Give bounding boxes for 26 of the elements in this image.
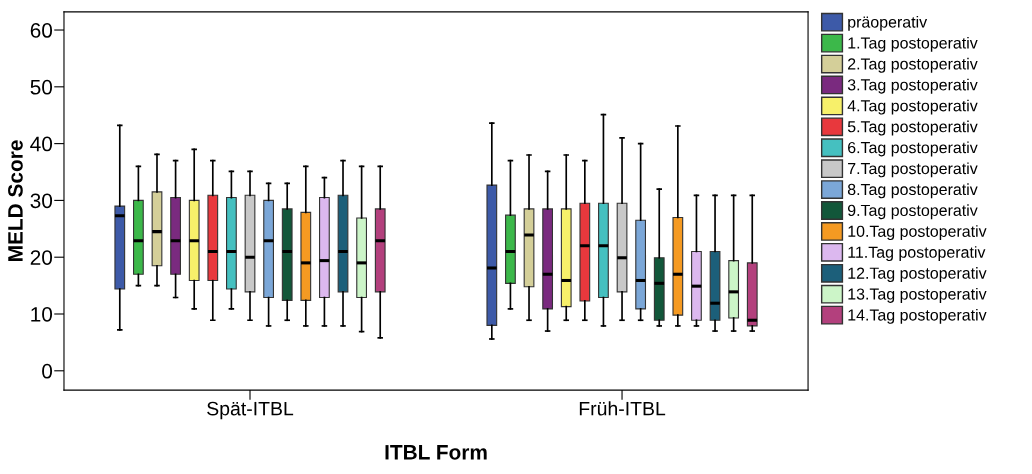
y-tick-label: 30	[30, 193, 53, 209]
legend-label: 6.Tag postoperativ	[848, 141, 978, 157]
legend-label: 8.Tag postoperativ	[847, 183, 978, 199]
y-tick-label: 50	[30, 79, 53, 95]
x-tick-label: Früh-ITBL	[579, 401, 666, 416]
legend-label: 4.Tag postoperativ	[847, 99, 978, 115]
legend-label: 2.Tag postoperativ	[848, 57, 978, 73]
legend-label: 10.Tag postoperativ	[848, 225, 987, 241]
legend-label: präoperativ	[848, 15, 928, 31]
legend-label: 12.Tag postoperativ	[848, 267, 987, 282]
y-tick-label: 20	[30, 250, 53, 265]
x-axis-title: ITBL Form	[385, 445, 487, 460]
legend-label: 13.Tag postoperativ	[848, 287, 987, 303]
legend-label: 3.Tag postoperativ	[847, 78, 978, 94]
legend-label: 14.Tag postoperativ	[848, 308, 987, 324]
legend-label: 11.Tag postoperativ	[848, 246, 986, 262]
y-tick-label: 10	[31, 307, 53, 322]
legend-label: 9.Tag postoperativ	[847, 204, 978, 220]
y-axis-title: MELD Score	[8, 140, 23, 261]
legend-label: 5.Tag postoperativ	[847, 120, 978, 136]
legend-label: 1.Tag postoperativ	[848, 36, 978, 52]
y-tick-label: 60	[30, 23, 53, 38]
legend-label: 7.Tag postoperativ	[848, 162, 978, 178]
y-tick-label: 40	[30, 136, 53, 152]
y-tick-label: 0	[42, 363, 53, 379]
x-tick-label: Spät-ITBL	[207, 401, 294, 420]
